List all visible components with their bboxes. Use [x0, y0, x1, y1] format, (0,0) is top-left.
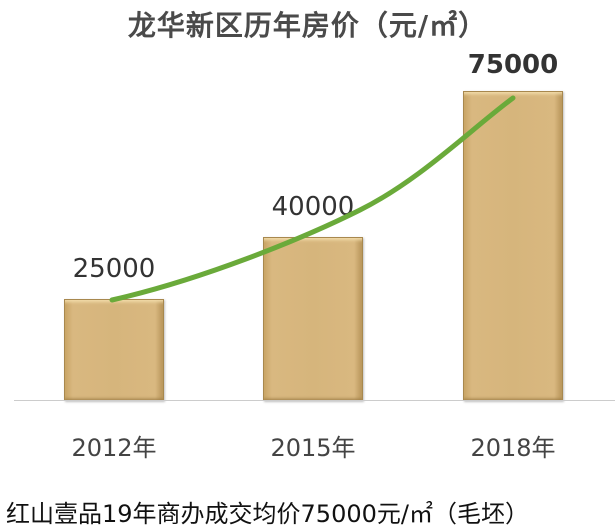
x-axis-line: [14, 400, 615, 401]
x-tick-2018: 2018年: [470, 434, 556, 462]
bar-chart: 25000 40000 75000 2012年 2015年 2018年: [14, 50, 615, 462]
chart-title: 龙华新区历年房价（元/㎡）: [127, 9, 488, 42]
bar-2018: [463, 91, 563, 401]
bar-2012: [64, 299, 164, 401]
caption-text: 红山壹品19年商办成交均价75000元/㎡（毛坯）: [6, 500, 529, 528]
value-label-2018: 75000: [467, 50, 559, 80]
value-label-2012: 25000: [72, 254, 156, 284]
x-tick-2015: 2015年: [270, 434, 356, 462]
x-tick-2012: 2012年: [71, 434, 157, 462]
trend-line: [109, 95, 516, 303]
